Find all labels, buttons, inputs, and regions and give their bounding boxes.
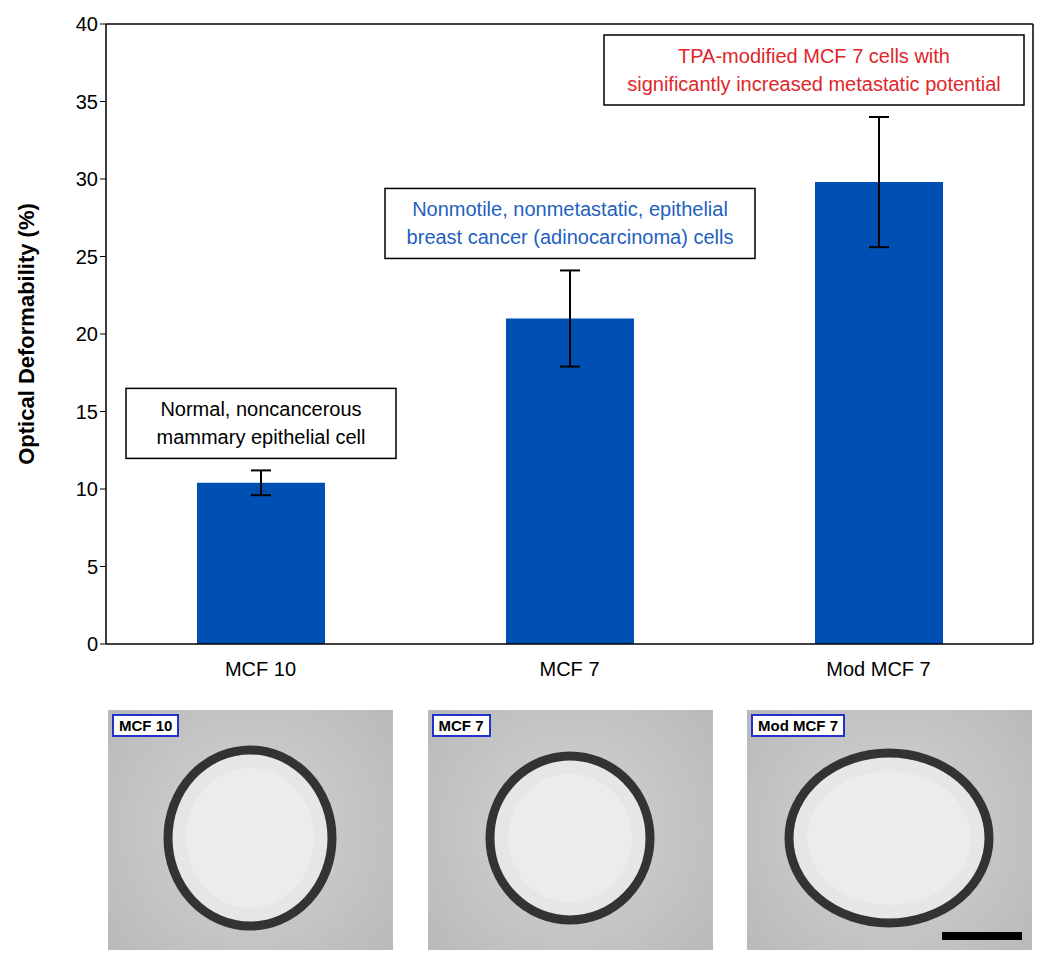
html-text:MCF 7: MCF 7 <box>438 717 484 734</box>
svg-text:30: 30 <box>76 168 98 190</box>
svg-text:mammary epithelial cell: mammary epithelial cell <box>157 426 366 448</box>
svg-text:15: 15 <box>76 401 98 423</box>
svg-text:TPA-modified MCF 7 cells with: TPA-modified MCF 7 cells with <box>678 45 950 67</box>
html-text:MCF 10: MCF 10 <box>119 717 173 734</box>
svg-text:0: 0 <box>87 633 98 655</box>
svg-text:40: 40 <box>76 13 98 35</box>
svg-text:25: 25 <box>76 246 98 268</box>
svg-text:Nonmotile, nonmetastatic, epit: Nonmotile, nonmetastatic, epithelial <box>412 198 728 220</box>
svg-text:Mod MCF 7: Mod MCF 7 <box>826 658 930 680</box>
svg-text:5: 5 <box>87 556 98 578</box>
svg-text:Optical Deformability (%): Optical Deformability (%) <box>14 203 39 465</box>
svg-text:Normal, noncancerous: Normal, noncancerous <box>160 398 361 420</box>
svg-text:10: 10 <box>76 478 98 500</box>
svg-text:MCF 10: MCF 10 <box>225 658 296 680</box>
svg-text:20: 20 <box>76 323 98 345</box>
svg-text:breast cancer (adinocarcinoma): breast cancer (adinocarcinoma) cells <box>407 226 734 248</box>
svg-text:MCF 7: MCF 7 <box>540 658 600 680</box>
svg-text:significantly increased metast: significantly increased metastatic poten… <box>627 73 1001 95</box>
svg-text:35: 35 <box>76 91 98 113</box>
html-text:Mod MCF 7: Mod MCF 7 <box>758 717 838 734</box>
